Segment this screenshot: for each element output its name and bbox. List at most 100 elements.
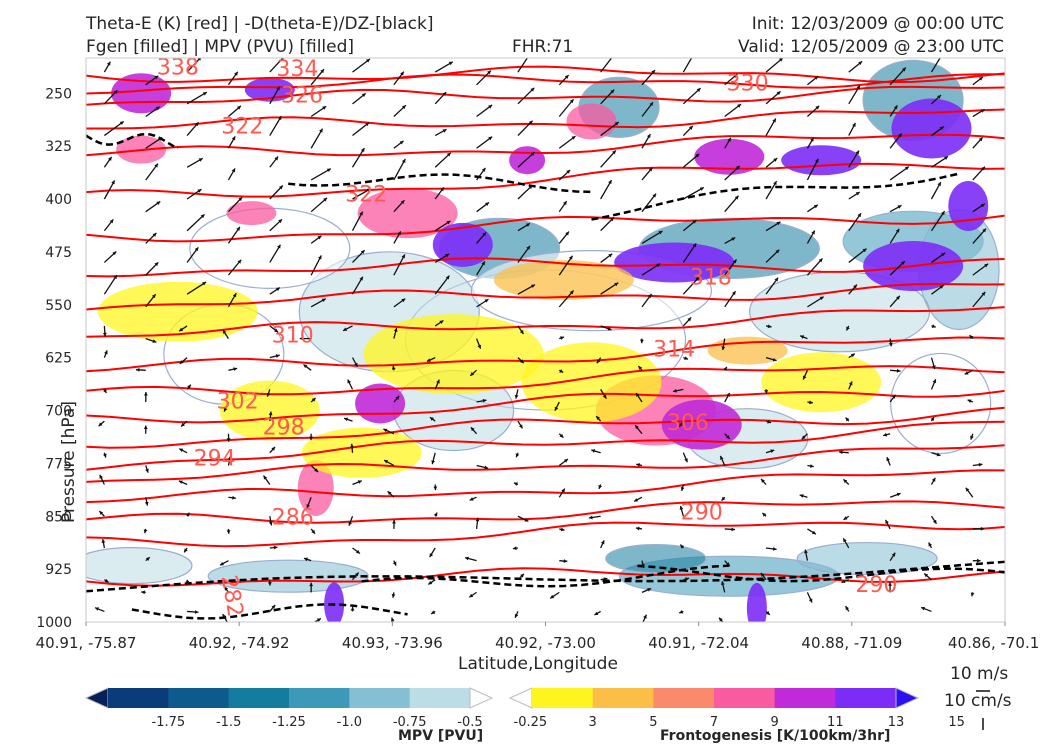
wind-vector-head (800, 335, 805, 339)
wind-vector-head (646, 134, 651, 139)
mpv-colorbar-tick: -1.75 (152, 715, 186, 730)
wind-vector-head (554, 406, 559, 411)
wind-vector-head (614, 122, 619, 126)
wind-vector-head (596, 359, 601, 364)
theta-e-contour-label: 334 (276, 57, 318, 82)
wind-vector-head (965, 487, 970, 492)
wind-vector (806, 258, 823, 276)
wind-vector-head (598, 484, 603, 489)
wind-vector-head (119, 121, 124, 126)
wind-vector-head (643, 614, 647, 619)
wind-vector-head (941, 211, 945, 216)
wind-vector-head (980, 526, 985, 531)
wind-vector-head (811, 230, 815, 235)
y-tick-label: 550 (45, 298, 72, 314)
wind-vector-head (401, 254, 405, 259)
x-tick-label: 40.91, -75.87 (36, 634, 137, 652)
wind-vector-head (641, 564, 645, 568)
wind-vector-head (732, 259, 737, 264)
wind-vector-head (968, 623, 972, 626)
mpv-colorbar-segment (409, 688, 471, 708)
wind-vector-head (846, 326, 850, 331)
wind-vector-head (393, 328, 398, 332)
wind-vector-head (519, 329, 524, 334)
title-left-line2: Fgen [filled] | MPV (PVU) [filled] (86, 37, 355, 57)
wind-vector-head (970, 435, 974, 440)
mpv-colorbar-tick: -1.0 (337, 715, 362, 730)
wind-vector-head (594, 611, 599, 615)
wind-vector (807, 624, 814, 626)
wind-vector-head (236, 105, 241, 110)
wind-vector-head (895, 228, 900, 233)
theta-e-contour-label: 302 (217, 390, 259, 415)
wind-vector-head (470, 427, 475, 432)
wind-vector-head (231, 168, 236, 173)
wind-vector-head (680, 544, 685, 549)
wind-vector (848, 212, 862, 232)
wind-vector-head (773, 158, 778, 162)
theta-e-contour (86, 73, 1005, 95)
wind-vector-head (550, 594, 555, 599)
theta-e-contour-label: 310 (272, 323, 314, 348)
fgen-colorbar-segment (714, 688, 776, 708)
wind-vector-head (401, 298, 406, 303)
wind-vector-head (365, 58, 370, 63)
title-init: Init: 12/03/2009 @ 00:00 UTC (751, 14, 1004, 34)
wind-vector-head (843, 538, 847, 543)
mpv-colorbar-tick: -1.5 (216, 715, 241, 730)
wind-vector-head (560, 336, 565, 340)
wind-vector-head (731, 291, 736, 296)
wind-vector-head (465, 556, 469, 561)
wind-vector-head (347, 379, 351, 384)
wind-vector-head (809, 400, 813, 405)
mpv-fill-region (890, 352, 992, 455)
wind-vector-head (350, 443, 354, 448)
wind-vector-head (197, 58, 201, 61)
wind-vector-head (276, 86, 280, 91)
fgen-colorbar-tick: 3 (589, 715, 597, 730)
wind-vector-head (813, 204, 818, 209)
wind-vector-head (776, 91, 781, 96)
wind-vector-head (733, 74, 738, 78)
wind-vector-head (530, 87, 535, 92)
wind-vector (558, 255, 574, 276)
wind-vector-head (568, 255, 573, 260)
wind-vector-head (608, 253, 613, 258)
dthetae-dz-contour (131, 603, 408, 620)
wind-vector-head (767, 324, 772, 329)
wind-vector-head (801, 435, 806, 440)
wind-vector-head (158, 137, 163, 141)
wind-vector-head (888, 342, 893, 347)
y-tick-label: 775 (45, 456, 72, 472)
wind-vector-head (484, 465, 489, 470)
wind-vector (724, 195, 739, 213)
wind-vector-head (198, 158, 203, 162)
mpv-colorbar-segment (349, 688, 411, 708)
wind-vector-head (980, 109, 985, 113)
wind-vector-head (475, 517, 480, 522)
fgen-colorbar-tick: 9 (771, 715, 779, 730)
wind-vector-head (431, 460, 436, 465)
fgen-colorbar-segment (835, 688, 897, 708)
wind-vector-head (274, 328, 279, 333)
wind-vector-head (772, 118, 776, 123)
wind-vector (517, 151, 536, 168)
wind-vector-head (439, 320, 444, 325)
wind-vector-head (649, 102, 654, 107)
wind-vector-head (772, 357, 777, 362)
wind-vector-head (981, 166, 985, 171)
wind-vector-head (896, 295, 900, 300)
mpv-colorbar-extend-left (84, 687, 109, 709)
wind-vector-head (469, 593, 474, 598)
wind-vector (393, 254, 406, 276)
y-axis-label: Pressure [hPa] (59, 349, 79, 523)
wind-vector-head (932, 379, 937, 384)
wind-vector-head (234, 71, 238, 76)
wind-vector-head (931, 324, 936, 328)
wind-vector-head (95, 607, 99, 611)
wind-vector-head (808, 598, 813, 603)
wind-vector-head (361, 93, 366, 98)
wind-vector-head (685, 577, 690, 581)
wind-vector-head (354, 572, 359, 577)
